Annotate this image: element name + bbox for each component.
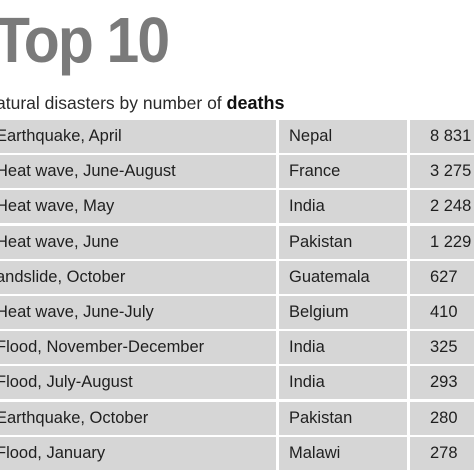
country-cell: Pakistan [279, 401, 407, 435]
disasters-table: Earthquake, April Nepal 8 831 Heat wave, Ju… [0, 120, 474, 472]
table-row: Heat wave, May India 2 248 [0, 190, 474, 224]
subtitle-text: atural disasters by number of [0, 93, 227, 113]
event-cell: Flood, November-December [0, 331, 276, 365]
deaths-cell: 325 [410, 331, 474, 365]
country-cell: Malawi [279, 436, 407, 470]
country-cell: Nepal [279, 120, 407, 153]
table-row: Earthquake, April Nepal 8 831 [0, 120, 474, 153]
country-cell: Guatemala [279, 260, 407, 294]
deaths-cell: 8 831 [410, 120, 474, 153]
event-cell: Heat wave, June-August [0, 155, 276, 189]
country-cell: Belgium [279, 295, 407, 329]
deaths-cell: 2 248 [410, 190, 474, 224]
deaths-cell: 3 275 [410, 155, 474, 189]
country-cell: India [279, 331, 407, 365]
deaths-cell: 627 [410, 260, 474, 294]
country-cell: India [279, 190, 407, 224]
page-title: Top 10 [0, 4, 170, 76]
country-cell: Pakistan [279, 225, 407, 259]
deaths-cell: 1 229 [410, 225, 474, 259]
country-cell: India [279, 366, 407, 400]
event-cell: Heat wave, June [0, 225, 276, 259]
event-cell: Flood, July-August [0, 366, 276, 400]
event-cell: Heat wave, May [0, 190, 276, 224]
table-row: Heat wave, June-July Belgium 410 [0, 295, 474, 329]
event-cell: andslide, October [0, 260, 276, 294]
table-row: Heat wave, June Pakistan 1 229 [0, 225, 474, 259]
event-cell: Heat wave, June-July [0, 295, 276, 329]
deaths-cell: 293 [410, 366, 474, 400]
event-cell: Earthquake, October [0, 401, 276, 435]
table-row: Flood, November-December India 325 [0, 331, 474, 365]
subtitle-emphasis: deaths [226, 93, 285, 113]
table-row: Heat wave, June-August France 3 275 [0, 155, 474, 189]
table-row: andslide, October Guatemala 627 [0, 260, 474, 294]
table-row: Flood, January Malawi 278 [0, 436, 474, 470]
deaths-cell: 280 [410, 401, 474, 435]
deaths-cell: 278 [410, 436, 474, 470]
event-cell: Earthquake, April [0, 120, 276, 153]
table-subtitle: atural disasters by number of deaths [0, 92, 285, 114]
country-cell: France [279, 155, 407, 189]
table-row: Earthquake, October Pakistan 280 [0, 401, 474, 435]
deaths-cell: 410 [410, 295, 474, 329]
event-cell: Flood, January [0, 436, 276, 470]
table-row: Flood, July-August India 293 [0, 366, 474, 400]
